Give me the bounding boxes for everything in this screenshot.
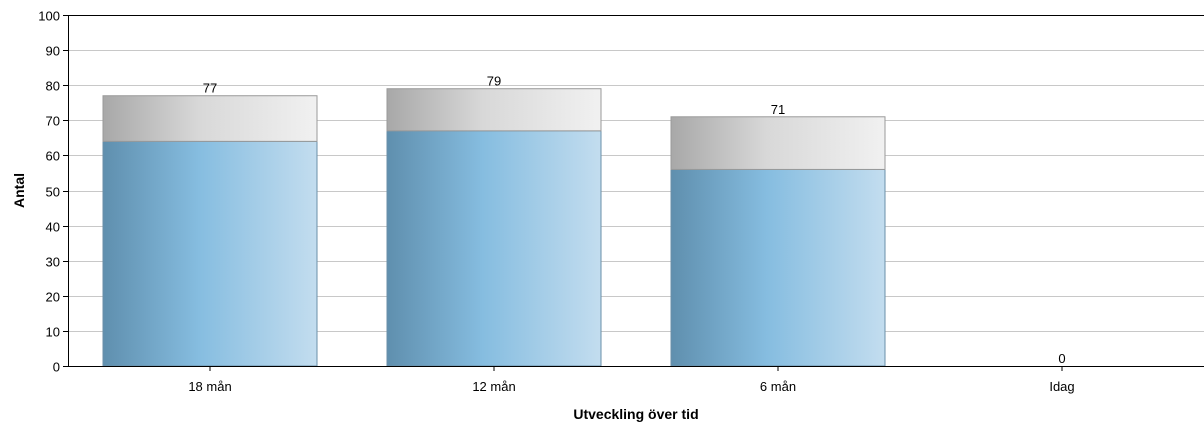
bar-segment xyxy=(386,130,602,367)
x-axis-title: Utveckling över tid xyxy=(573,406,698,422)
bar-segment xyxy=(670,168,886,367)
data-label: 77 xyxy=(203,81,217,96)
y-axis-title: Antal xyxy=(11,173,27,208)
y-tick-label: 90 xyxy=(46,44,60,59)
bar-segment xyxy=(670,116,886,170)
y-tick-label: 30 xyxy=(46,255,60,270)
y-tick-label: 20 xyxy=(46,290,60,305)
y-tick-label: 40 xyxy=(46,220,60,235)
y-tick-label: 0 xyxy=(53,360,60,375)
data-label: 79 xyxy=(487,74,501,89)
x-tick-label: Idag xyxy=(1049,379,1074,394)
bars xyxy=(102,88,886,367)
labels: 0 10 20 30 40 50 60 70 80 90 100 18 mån 77 12 mån 79 6 … xyxy=(11,9,1075,423)
y-tick-label: 80 xyxy=(46,79,60,94)
y-tick-label: 100 xyxy=(38,9,60,24)
axes xyxy=(63,15,1204,371)
bar-segment xyxy=(102,95,318,142)
x-tick-label: 6 mån xyxy=(760,379,796,394)
x-tick-label: 12 mån xyxy=(472,379,515,394)
y-tick-label: 60 xyxy=(46,149,60,164)
bar-segment xyxy=(386,88,602,132)
y-tick-label: 70 xyxy=(46,114,60,129)
data-label: 71 xyxy=(771,102,785,117)
data-label: 0 xyxy=(1058,351,1065,366)
y-tick-label: 50 xyxy=(46,185,60,200)
x-tick-label: 18 mån xyxy=(188,379,231,394)
y-tick-label: 10 xyxy=(46,325,60,340)
bar-segment xyxy=(102,140,318,367)
